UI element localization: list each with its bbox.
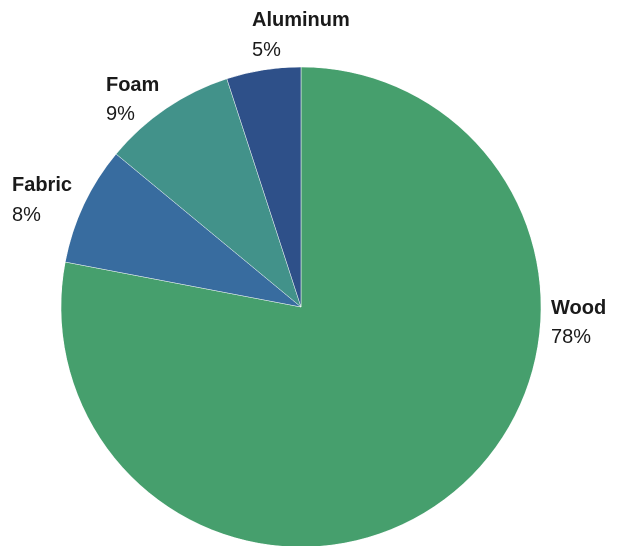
pie-slice-aluminum: [226, 66, 302, 308]
slice-label-aluminum: Aluminum: [252, 9, 350, 31]
slice-percent-foam: 9%: [106, 103, 135, 125]
pie-slice-foam: [115, 78, 302, 308]
pie-slice-fabric: [64, 153, 302, 308]
slice-label-fabric: Fabric: [12, 174, 72, 196]
pie-slices: [60, 66, 542, 546]
slice-percent-wood: 78%: [551, 326, 591, 348]
pie-slice-wood: [60, 66, 542, 546]
slice-percent-aluminum: 5%: [252, 39, 281, 61]
slice-percent-fabric: 8%: [12, 204, 41, 226]
slice-label-wood: Wood: [551, 297, 606, 319]
slice-label-foam: Foam: [106, 74, 159, 96]
pie-labels: Wood 78% Fabric 8% Foam 9% Aluminum 5%: [12, 9, 606, 348]
